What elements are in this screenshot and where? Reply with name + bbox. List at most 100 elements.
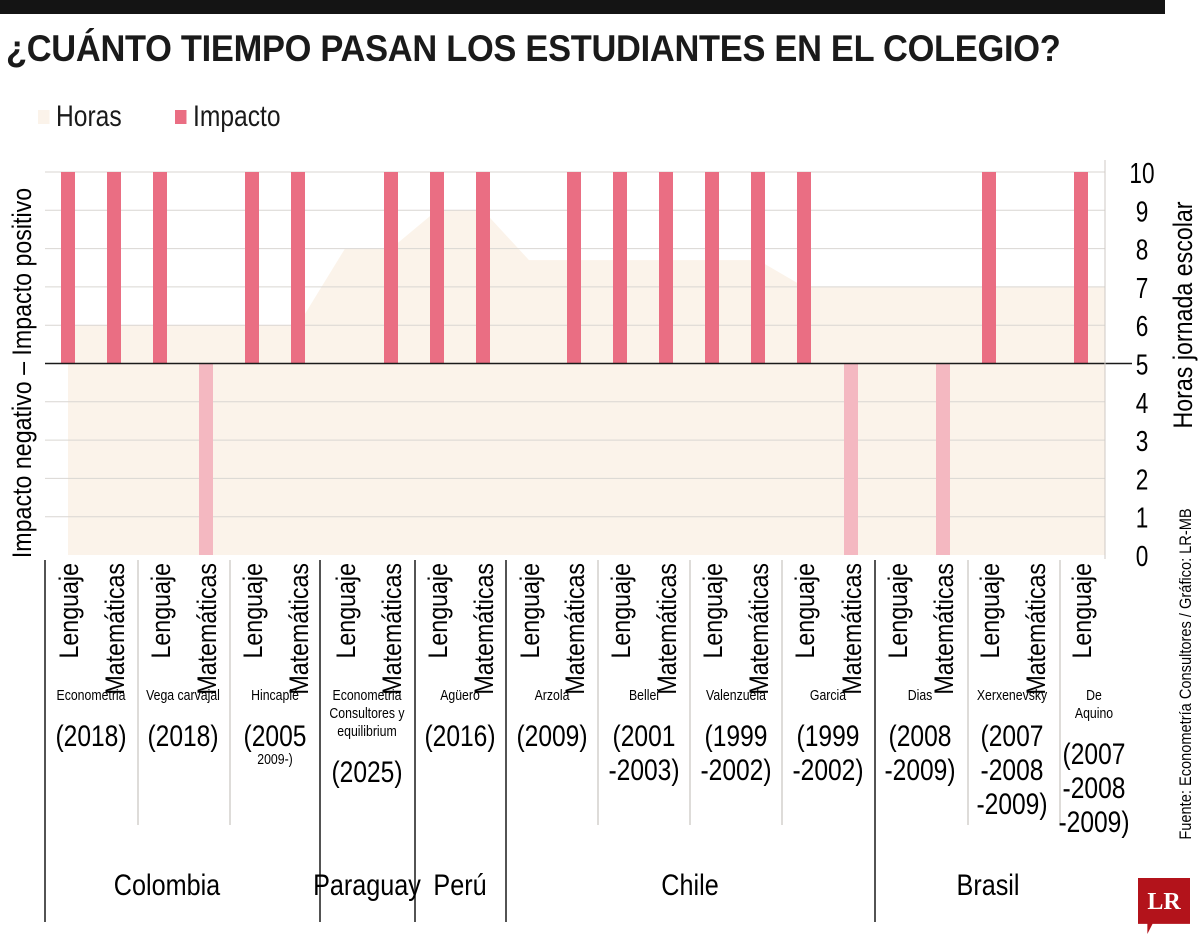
study-label-7-line-0: Valenzuela [706, 687, 766, 703]
impact-bar-12 [613, 172, 627, 364]
impact-bar-13 [659, 172, 673, 364]
category-label-10: Lenguaje [515, 563, 545, 659]
ytick-label-4: 4 [1136, 386, 1149, 419]
study-label-5-line-0: Arzola [535, 687, 570, 703]
category-label-0: Lenguaje [54, 563, 84, 659]
study-label-0-line-1: (2018) [55, 719, 126, 753]
legend-swatch-impact [175, 110, 187, 124]
impact-bar-20 [982, 172, 996, 364]
impact-bar-4 [245, 172, 259, 364]
study-label-11-line-1: Aquino [1075, 705, 1114, 721]
ytick-label-9: 9 [1136, 195, 1149, 228]
legend-swatch-hours [38, 110, 50, 124]
legend-item-impact: Impacto [175, 100, 281, 134]
study-label-10-line-3: -2009) [976, 787, 1047, 821]
ytick-label-8: 8 [1136, 233, 1149, 266]
country-label-3: Chile [661, 868, 718, 902]
impact-bar-3 [199, 363, 213, 555]
study-label-3-line-1: Consultores y [329, 705, 404, 721]
impact-bar-16 [797, 172, 811, 364]
impact-bar-2 [153, 172, 167, 364]
study-label-6-line-1: (2001 [613, 719, 676, 753]
category-label-18: Lenguaje [883, 563, 913, 659]
study-label-2-line-1: (2005 [244, 719, 307, 753]
category-label-7: Matemáticas [377, 563, 407, 695]
ytick-label-10: 10 [1129, 156, 1154, 189]
study-label-1-line-0: Vega carvajal [146, 687, 220, 703]
study-label-11-line-4: -2009) [1058, 805, 1129, 839]
right-axis-title: Horas jornada escolar [1168, 201, 1198, 428]
category-label-8: Lenguaje [423, 563, 453, 659]
category-label-5: Matemáticas [284, 563, 314, 695]
left-axis-title: Impacto negativo – Impacto positivo [7, 188, 37, 558]
impact-bar-14 [705, 172, 719, 364]
study-label-1-line-1: (2018) [147, 719, 218, 753]
study-label-6-line-0: Bellei [629, 687, 659, 703]
impact-bar-0 [61, 172, 75, 364]
impact-bar-1 [107, 172, 121, 364]
study-label-11-line-0: De [1086, 687, 1102, 703]
category-label-3: Matemáticas [192, 563, 222, 695]
study-label-8-line-2: -2002) [792, 753, 863, 787]
category-label-1: Matemáticas [100, 563, 130, 695]
impact-bar-9 [476, 172, 490, 364]
ytick-label-7: 7 [1136, 271, 1149, 304]
study-label-6-line-2: -2003) [608, 753, 679, 787]
country-label-1: Paraguay [313, 868, 421, 902]
category-label-12: Lenguaje [606, 563, 636, 659]
chart-title: ¿CUÁNTO TIEMPO PASAN LOS ESTUDIANTES EN … [6, 28, 1061, 69]
study-label-3-line-3: (2025) [331, 755, 402, 789]
legend-label-hours: Horas [56, 100, 122, 133]
category-label-22: Lenguaje [1067, 563, 1097, 659]
category-label-15: Matemáticas [744, 563, 774, 695]
category-label-21: Matemáticas [1021, 563, 1051, 695]
study-label-0-line-0: Econometria [57, 687, 126, 703]
study-label-10-line-1: (2007 [981, 719, 1044, 753]
source-note: Fuente: Econometría Consultores / Gráfic… [1177, 508, 1195, 839]
category-label-19: Matemáticas [929, 563, 959, 695]
ytick-label-5: 5 [1136, 348, 1149, 381]
country-label-0: Colombia [114, 868, 221, 902]
study-label-7-line-1: (1999 [705, 719, 768, 753]
impact-bar-5 [291, 172, 305, 364]
category-label-14: Lenguaje [698, 563, 728, 659]
study-label-5-line-1: (2009) [516, 719, 587, 753]
study-label-4-line-0: Agüero [440, 687, 480, 703]
study-label-9-line-0: Dias [908, 687, 933, 703]
ytick-label-2: 2 [1136, 463, 1149, 496]
category-label-20: Lenguaje [975, 563, 1005, 659]
impact-bar-17 [844, 363, 858, 555]
study-label-3-line-2: equilibrium [337, 723, 396, 739]
category-label-9: Matemáticas [469, 563, 499, 695]
study-label-9-line-1: (2008 [889, 719, 952, 753]
study-label-4-line-1: (2016) [424, 719, 495, 753]
study-label-9-line-2: -2009) [884, 753, 955, 787]
impact-bar-22 [1074, 172, 1088, 364]
category-label-2: Lenguaje [146, 563, 176, 659]
study-label-7-line-2: -2002) [700, 753, 771, 787]
legend-item-hours: Horas [38, 100, 122, 134]
ytick-label-3: 3 [1136, 424, 1149, 457]
study-label-8-line-1: (1999 [797, 719, 860, 753]
ytick-label-0: 0 [1136, 539, 1149, 572]
top-rule [0, 0, 1165, 14]
category-label-6: Lenguaje [331, 563, 361, 659]
ytick-label-6: 6 [1136, 309, 1149, 342]
country-label-2: Perú [433, 868, 486, 902]
legend-label-impact: Impacto [193, 100, 281, 133]
category-label-13: Matemáticas [652, 563, 682, 695]
impact-bar-15 [751, 172, 765, 364]
ytick-label-1: 1 [1136, 501, 1149, 534]
study-label-11-line-3: -2008 [1063, 771, 1126, 805]
impact-bar-11 [567, 172, 581, 364]
study-label-3-line-0: Econometria [333, 687, 402, 703]
impact-bar-7 [384, 172, 398, 364]
study-label-11-line-2: (2007 [1063, 737, 1126, 771]
study-label-10-line-0: Xerxenevsky [977, 687, 1047, 703]
study-label-8-line-0: Garcia [810, 687, 847, 703]
category-label-16: Lenguaje [790, 563, 820, 659]
study-label-2-line-0: Hincapié [251, 687, 299, 703]
study-label-10-line-2: -2008 [981, 753, 1044, 787]
category-label-11: Matemáticas [560, 563, 590, 695]
